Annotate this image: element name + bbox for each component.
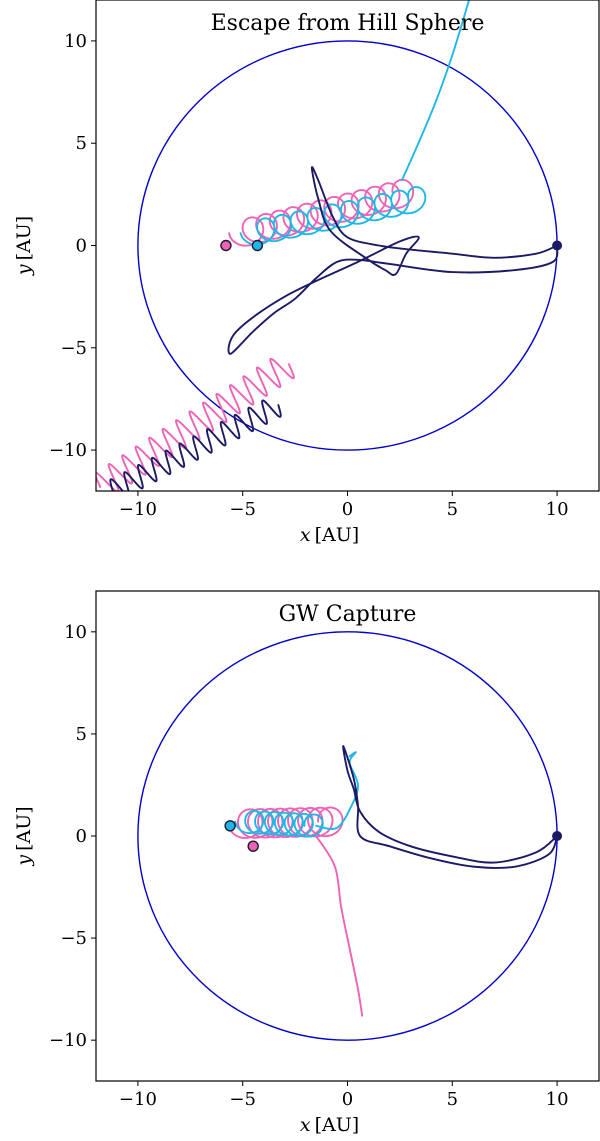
oscillating-tail-line: [96, 357, 295, 491]
marker-inner-binary-a: [220, 239, 232, 252]
y-axis-unit: [AU]: [13, 216, 35, 261]
series-inner-binary-b: [239, 0, 471, 246]
y-tick-label: 0: [76, 826, 87, 847]
trajectory-line: [227, 166, 559, 355]
x-tick-label: 10: [546, 499, 569, 520]
marker-tertiary: [552, 240, 563, 251]
x-tick-label: 0: [342, 1089, 353, 1110]
trajectory-line: [315, 835, 364, 1017]
y-tick-label: 10: [64, 31, 87, 52]
x-tick-label: 10: [546, 1089, 569, 1110]
x-axis-variable: x: [300, 1114, 311, 1136]
x-tick-label: 5: [447, 499, 458, 520]
spiral-line: [239, 186, 427, 246]
x-tick-label: −10: [119, 499, 157, 520]
chart-title: GW Capture: [279, 602, 417, 627]
y-tick-label: 5: [76, 133, 87, 154]
chart-escape-from-hill-sphere: −10 −5 0 5 10 −10 −5 0 5 10 Escape from Hill Spher…: [13, 0, 600, 546]
escape-line: [401, 0, 471, 181]
y-tick-label: 5: [76, 724, 87, 745]
chart-title: Escape from Hill Sphere: [211, 11, 485, 36]
y-tick-label: −5: [60, 338, 87, 359]
y-axis-label: y [AU]: [13, 806, 35, 866]
trajectory-line: [315, 751, 359, 830]
trajectory-line: [342, 745, 559, 869]
series-inner-binary-a: [227, 806, 364, 1017]
series-inner-binary-b: [234, 751, 359, 838]
marker-inner-binary-a: [247, 840, 259, 852]
y-tick-label: 0: [76, 236, 87, 257]
x-axis-label: x [AU]: [300, 1114, 359, 1136]
y-tick-label: −10: [49, 1030, 87, 1051]
marker-inner-binary-b: [224, 820, 236, 832]
plot-area: [137, 631, 559, 1041]
x-axis-unit: [AU]: [315, 524, 360, 546]
series-tertiary: [342, 745, 559, 869]
spiral-line: [234, 809, 324, 838]
x-tick-label: −10: [119, 1089, 157, 1110]
series-tertiary: [109, 166, 559, 491]
marker-tertiary: [552, 831, 563, 841]
x-tick-label: −5: [229, 499, 256, 520]
y-tick-label: 10: [64, 622, 87, 643]
x-axis-unit: [AU]: [315, 1114, 360, 1136]
y-tick-label: −5: [60, 928, 87, 949]
y-tick-label: −10: [49, 440, 87, 461]
x-tick-label: 0: [342, 499, 353, 520]
plot-area: [96, 0, 559, 491]
series-inner-binary-a: [96, 178, 415, 491]
hill-sphere-circle: [137, 631, 558, 1041]
x-axis-variable: x: [300, 524, 311, 546]
y-axis-unit: [AU]: [13, 806, 35, 851]
x-tick-label: −5: [229, 1089, 256, 1110]
marker-inner-binary-b: [251, 239, 264, 252]
y-axis-variable: y: [13, 264, 35, 276]
oscillating-tail-line: [109, 399, 282, 491]
x-tick-label: 5: [447, 1089, 458, 1110]
x-axis-label: x [AU]: [300, 524, 359, 546]
y-axis-variable: y: [13, 855, 35, 867]
y-axis-label: y [AU]: [13, 216, 35, 276]
plot-frame: [95, 590, 600, 1082]
